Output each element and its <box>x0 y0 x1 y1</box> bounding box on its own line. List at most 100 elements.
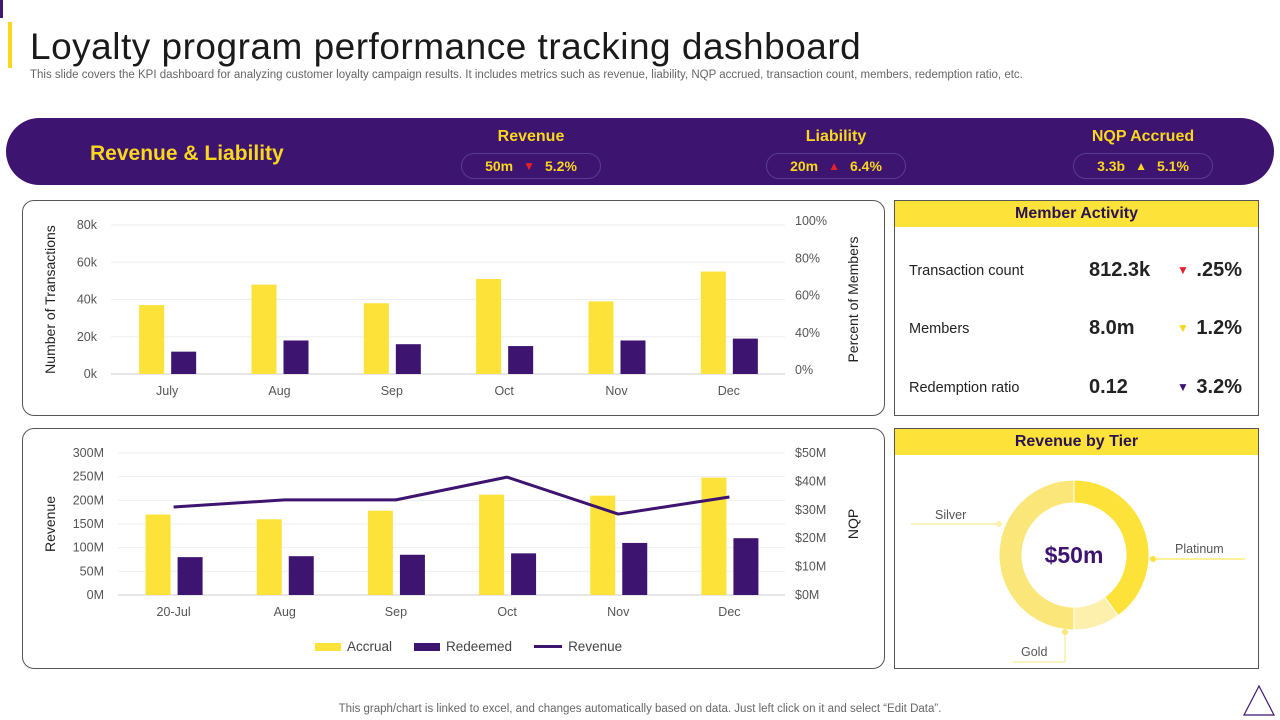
triangle-up-icon: ▲ <box>828 159 840 173</box>
y-tick-label: 80k <box>77 218 98 232</box>
transactions-chart-panel: 0k 20k 40k 60k 80k 0% 40% 60% 80% 100% Number of T… <box>22 200 885 416</box>
member-activity-title: Member Activity <box>895 201 1258 227</box>
kpi-label: Liability <box>805 128 867 145</box>
legend-label: Redeemed <box>446 639 513 654</box>
bar-redeemed <box>622 542 648 595</box>
row-value: 0.12 <box>1089 376 1128 398</box>
chart-legend: Accrual Redeemed Revenue <box>315 639 622 654</box>
kpi-value: 20m <box>790 158 819 174</box>
donut-center-label: $50m <box>1045 542 1104 568</box>
page-title: Loyalty program performance tracking das… <box>30 26 862 67</box>
x-tick-label: Dec <box>718 384 740 398</box>
y2-axis-title: NQP <box>845 509 861 539</box>
bar-transactions-a <box>363 303 389 374</box>
bar-redeemed <box>511 553 537 595</box>
y-tick-label: 50M <box>80 564 104 578</box>
gold-label: Gold <box>1021 645 1047 659</box>
silver-leader-dot <box>996 521 1002 527</box>
footer-note: This graph/chart is linked to excel, and… <box>338 703 942 715</box>
bar-transactions-a <box>139 305 165 374</box>
legend-redeemed: Redeemed <box>414 639 512 654</box>
bar-accrual <box>701 477 727 595</box>
y-axis-title: Revenue <box>42 496 58 552</box>
x-tick-label: Aug <box>274 605 296 619</box>
y-tick-label: 60k <box>77 255 98 269</box>
row-change: 1.2% <box>1196 317 1242 339</box>
triangle-up-icon: ▲ <box>1135 159 1147 173</box>
bar-transactions-b <box>395 344 421 374</box>
kpi-pill: 20m ▲ 6.4% <box>766 153 906 179</box>
y-tick-label: 100M <box>73 541 104 555</box>
y2-tick-label: $10M <box>795 560 826 574</box>
x-tick-label: Oct <box>494 384 514 398</box>
y2-tick-label: $20M <box>795 531 826 545</box>
platinum-label: Platinum <box>1175 542 1224 556</box>
y2-tick-label: $30M <box>795 503 826 517</box>
kpi-revenue: Revenue 50m ▼ 5.2% <box>451 128 611 179</box>
y-tick-label: 300M <box>73 446 104 460</box>
bar-accrual <box>367 510 393 595</box>
x-tick-label: 20-Jul <box>157 605 191 619</box>
y2-tick-label: $40M <box>795 474 826 488</box>
kpi-change: 5.2% <box>545 158 577 174</box>
member-activity-row: Members 8.0m ▼ 1.2% <box>909 309 1244 349</box>
x-tick-label: July <box>156 384 179 398</box>
transactions-chart: 0k 20k 40k 60k 80k 0% 40% 60% 80% 100% Number of T… <box>42 214 861 398</box>
triangle-down-icon: ▼ <box>523 159 535 173</box>
y-tick-label: 40k <box>77 293 98 307</box>
row-change: 3.2% <box>1196 376 1242 398</box>
bar-accrual <box>256 519 282 595</box>
revenue-by-tier-panel: Revenue by Tier $50m Silver Platinum Gold <box>894 428 1259 669</box>
legend-line <box>534 645 563 648</box>
y2-tick-label: 40% <box>795 326 820 340</box>
row-value: 812.3k <box>1089 259 1151 281</box>
bar-transactions-b <box>732 338 758 374</box>
legend-label: Accrual <box>347 639 393 654</box>
triangle-down-icon: ▼ <box>1177 321 1189 335</box>
y2-axis-title: Percent of Members <box>845 236 861 362</box>
kpi-change: 5.1% <box>1156 158 1189 174</box>
bar-transactions-a <box>251 284 277 374</box>
kpi-change: 6.4% <box>850 158 882 174</box>
kpi-pill: 50m ▼ 5.2% <box>461 153 601 179</box>
y2-tick-label: $0M <box>795 588 819 602</box>
bar-redeemed <box>177 557 203 595</box>
triangle-outline-icon <box>1243 684 1275 716</box>
row-label: Redemption ratio <box>909 380 1020 396</box>
bar-transactions-b <box>620 340 646 374</box>
legend-revenue: Revenue <box>534 639 622 654</box>
x-tick-label: Dec <box>718 605 740 619</box>
triangle-down-icon: ▼ <box>1177 380 1189 394</box>
kpi-label: NQP Accrued <box>1091 128 1195 145</box>
silver-label: Silver <box>935 508 966 522</box>
revenue-by-tier-title: Revenue by Tier <box>895 429 1258 455</box>
bar-redeemed <box>733 538 759 595</box>
legend-swatch <box>414 642 441 651</box>
bar-redeemed <box>399 554 425 595</box>
bar-accrual <box>479 494 505 595</box>
kpi-value: 3.3b <box>1097 158 1126 174</box>
bar-redeemed <box>288 556 314 595</box>
donut-slice-gold <box>998 479 1075 631</box>
y-tick-label: 200M <box>73 493 104 507</box>
y2-tick-label: $50M <box>795 446 826 460</box>
y-axis-title: Number of Transactions <box>42 225 58 374</box>
banner-title: Revenue & Liability <box>90 142 284 165</box>
x-tick-label: Oct <box>497 605 517 619</box>
legend-label: Revenue <box>568 639 623 654</box>
y-tick-label: 250M <box>73 470 104 484</box>
kpi-liability: Liability 20m ▲ 6.4% <box>756 128 916 179</box>
donut-slice-platinum <box>1073 479 1150 617</box>
revenue-tier-donut: $50m Silver Platinum Gold <box>911 479 1245 663</box>
kpi-value: 50m <box>485 158 514 174</box>
legend-accrual: Accrual <box>315 639 392 654</box>
x-tick-label: Nov <box>605 384 628 398</box>
bar-transactions-a <box>700 271 726 374</box>
row-label: Transaction count <box>909 263 1024 279</box>
revenue-liability-banner: Revenue & Liability Revenue 50m ▼ 5.2% L… <box>6 118 1274 185</box>
y-tick-label: 20k <box>77 330 98 344</box>
bar-transactions-a <box>588 301 614 374</box>
row-label: Members <box>909 321 970 337</box>
bar-transactions-b <box>283 340 309 374</box>
kpi-pill: 3.3b ▲ 5.1% <box>1073 153 1213 179</box>
